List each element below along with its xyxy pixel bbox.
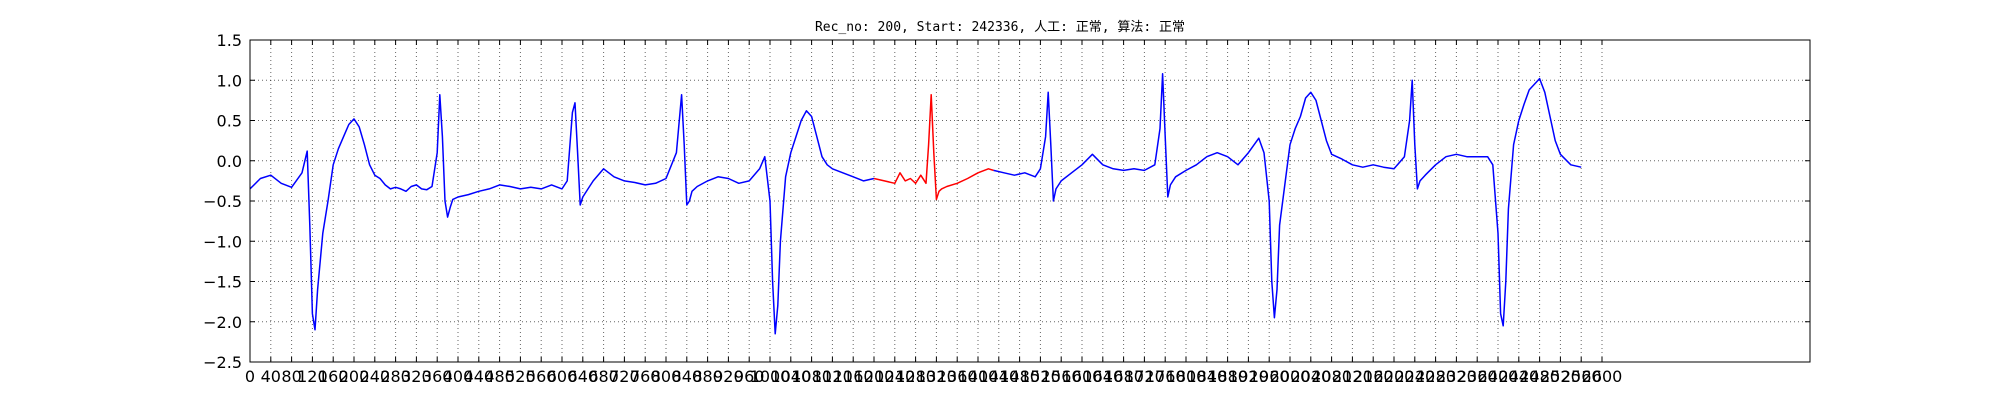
- series-line-2: [873, 93, 994, 201]
- x-tick-label: 160: [318, 367, 349, 386]
- x-tick-label: 40: [261, 367, 281, 386]
- x-tick-label: 440: [464, 367, 495, 386]
- x-tick-label: 2440: [1498, 367, 1539, 386]
- x-tick-label: 2320: [1436, 367, 1477, 386]
- x-tick-label: 2200: [1374, 367, 1415, 386]
- y-tick-label: 0.5: [217, 112, 242, 131]
- x-tick-label: 720: [609, 367, 640, 386]
- x-tick-label: 1560: [1041, 367, 1082, 386]
- x-tick-label: 280: [380, 367, 411, 386]
- x-tick-label: 120: [297, 367, 328, 386]
- tick-labels: 1.51.00.50.0−0.5−1.0−1.5−2.0−2.50 40 80120…: [203, 31, 1622, 386]
- y-tick-label: −0.5: [203, 192, 242, 211]
- x-tick-label: 1160: [833, 367, 874, 386]
- x-tick-label: 480: [484, 367, 515, 386]
- x-tick-label: 1080: [791, 367, 832, 386]
- x-tick-label: 1680: [1103, 367, 1144, 386]
- x-tick-label: 880: [692, 367, 723, 386]
- y-tick-label: −2.0: [203, 313, 242, 332]
- x-tick-label: 1920: [1228, 367, 1269, 386]
- x-tick-label: 520: [505, 367, 536, 386]
- x-tick-label: 960: [734, 367, 765, 386]
- x-tick-label: 1280: [895, 367, 936, 386]
- x-tick-label: 680: [588, 367, 619, 386]
- x-tick-label: 2560: [1561, 367, 1602, 386]
- x-tick-label: 2520: [1540, 367, 1581, 386]
- x-tick-label: 2600: [1582, 367, 1623, 386]
- tick-marks: [249, 39, 1810, 363]
- y-tick-label: −1.0: [203, 232, 242, 251]
- x-tick-label: 840: [672, 367, 703, 386]
- x-tick-label: 1480: [999, 367, 1040, 386]
- x-tick-label: 2160: [1353, 367, 1394, 386]
- x-tick-label: 600: [547, 367, 578, 386]
- y-tick-label: −2.5: [203, 353, 242, 372]
- x-tick-label: 1040: [770, 367, 811, 386]
- x-tick-label: 240: [360, 367, 391, 386]
- y-tick-label: 1.5: [217, 31, 242, 50]
- x-tick-label: 0: [245, 367, 255, 386]
- x-tick-label: 1800: [1166, 367, 1207, 386]
- x-tick-label: 2080: [1311, 367, 1352, 386]
- x-tick-label: 1200: [854, 367, 895, 386]
- grid-lines: [250, 40, 1810, 362]
- series-lines: [249, 73, 1582, 335]
- x-tick-label: 2040: [1290, 367, 1331, 386]
- x-tick-label: 1360: [937, 367, 978, 386]
- chart-title: Rec_no: 200, Start: 242336, 人工: 正常, 算法: …: [815, 20, 1185, 35]
- x-tick-label: 1240: [874, 367, 915, 386]
- x-tick-label: 2000: [1270, 367, 1311, 386]
- x-tick-label: 400: [443, 367, 474, 386]
- x-tick-label: 1840: [1186, 367, 1227, 386]
- x-tick-label: 800: [651, 367, 682, 386]
- x-tick-label: 360: [422, 367, 453, 386]
- x-tick-label: 1400: [958, 367, 999, 386]
- x-tick-label: 760: [630, 367, 661, 386]
- x-tick-label: 2480: [1519, 367, 1560, 386]
- x-tick-label: 2360: [1457, 367, 1498, 386]
- y-tick-label: 1.0: [217, 71, 242, 90]
- x-tick-label: 1440: [978, 367, 1019, 386]
- x-tick-label: 2120: [1332, 367, 1373, 386]
- x-tick-label: 1760: [1145, 367, 1186, 386]
- x-tick-label: 1600: [1062, 367, 1103, 386]
- series-line-1: [249, 93, 875, 335]
- x-tick-label: 320: [401, 367, 432, 386]
- x-tick-label: 1320: [916, 367, 957, 386]
- x-tick-label: 1000: [750, 367, 791, 386]
- x-tick-label: 1720: [1124, 367, 1165, 386]
- x-tick-label: 80: [281, 367, 301, 386]
- x-tick-label: 200: [339, 367, 370, 386]
- x-tick-label: 1880: [1207, 367, 1248, 386]
- x-tick-label: 2400: [1478, 367, 1519, 386]
- x-tick-label: 1520: [1020, 367, 1061, 386]
- x-tick-label: 560: [526, 367, 557, 386]
- x-tick-label: 2280: [1415, 367, 1456, 386]
- y-tick-label: 0.0: [217, 152, 242, 171]
- x-tick-label: 2240: [1394, 367, 1435, 386]
- series-line-3: [993, 73, 1582, 327]
- y-tick-label: −1.5: [203, 273, 242, 292]
- x-tick-label: 1960: [1249, 367, 1290, 386]
- x-tick-label: 920: [713, 367, 744, 386]
- x-tick-label: 640: [568, 367, 599, 386]
- x-tick-label: 1120: [812, 367, 853, 386]
- x-tick-label: 1640: [1082, 367, 1123, 386]
